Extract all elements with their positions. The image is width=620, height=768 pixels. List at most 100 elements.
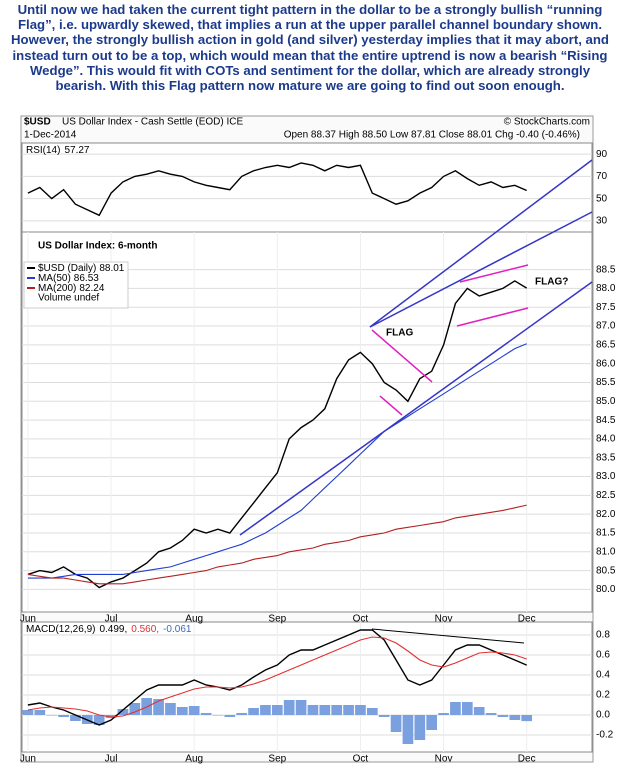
legend-name: MA(50) [38,273,71,284]
x-tick-label: Jun [20,614,36,625]
annotations [239,159,593,644]
series-line [27,343,527,579]
legend-name: $USD (Daily) [38,263,96,274]
histogram-bar [117,709,129,715]
flag-line [456,307,529,327]
date: 1-Dec-2014 [24,130,77,141]
histogram-bar [236,713,248,715]
x-tick-label: Oct [353,754,369,765]
y-tick-label: 70 [596,171,608,182]
series-line [27,280,528,589]
y-tick-label: -0.2 [596,730,614,741]
trend-line [239,281,593,536]
histogram-bar [390,715,402,732]
legend-entry: MA(50) 86.53 [38,273,99,284]
x-tick-label: Dec [518,614,536,625]
histogram-bar [260,705,271,715]
y-tick-label: 0.0 [596,710,610,721]
trend-line [369,159,593,328]
histogram-bar [165,703,176,715]
histogram-bar [248,708,259,715]
y-tick-label: 0.2 [596,690,610,701]
histogram-bar [129,703,141,715]
annotation: US Dollar Index: 6-month [38,241,157,252]
divergence-line [371,628,525,644]
macd-legend: MACD(12,26,9) 0.499, 0.560, -0.061 [26,624,192,635]
y-tick-label: 85.0 [596,396,616,407]
commentary: Until now we had taken the current tight… [11,2,609,94]
y-tick-label: 83.5 [596,452,616,463]
y-tick-label: 87.0 [596,321,616,332]
y-tick-label: 81.0 [596,546,616,557]
x-tick-label: Aug [185,614,203,625]
legend-entry: $USD (Daily) 88.01 [38,263,125,274]
y-tick-label: 80.0 [596,584,616,595]
y-tick-label: 81.5 [596,528,616,539]
histogram-bar [521,715,533,722]
y-tick-label: 0.6 [596,650,610,661]
legend-value: 0.499, [99,624,127,635]
series-line [27,504,527,585]
x-tick-label: Dec [518,754,536,765]
legend-note: Volume undef [38,293,99,304]
macd-panel [21,621,593,753]
histogram-bar [355,705,366,715]
histogram-bar [176,707,188,715]
histogram-bar [366,708,378,715]
flag-line [459,264,529,283]
legend-value: 0.560, [131,624,159,635]
histogram-bar [46,715,58,716]
y-tick-label: 30 [596,216,608,227]
y-tick-label: 0.8 [596,630,610,641]
histogram-bar [473,707,485,715]
histogram-bar [497,715,509,717]
flag-line [371,329,433,383]
histogram-bar [307,705,319,715]
legend-box [23,261,129,309]
y-tick-label: 83.0 [596,471,616,482]
histogram-bar [153,699,164,715]
flag-line [379,395,403,416]
legend-value: -0.061 [163,624,192,635]
y-tick-label: 50 [596,193,608,204]
histogram-bar [70,715,81,721]
y-tick-label: 85.5 [596,377,616,388]
legend-value: 88.01 [99,263,124,274]
histogram-bar [319,705,331,715]
series-line [27,162,527,217]
annotation: FLAG? [535,277,568,288]
y-tick-label: 82.5 [596,490,616,501]
histogram-bar [378,715,390,717]
x-tick-label: Jun [20,754,36,765]
rsi-legend: RSI(14) 57.27 [26,145,90,156]
histogram-bar [485,713,497,715]
instrument: US Dollar Index - Cash Settle (EOD) ICE [62,117,243,128]
histogram-bar [22,710,34,715]
histogram-bar [295,700,307,715]
histogram-bar [450,702,461,715]
histogram-bar [509,715,521,720]
series-line [27,629,527,726]
x-tick-label: Nov [435,614,453,625]
x-tick-label: Nov [435,754,453,765]
credit: © StockCharts.com [504,117,590,128]
x-tick-label: Jul [105,614,118,625]
symbol: $USD [24,117,51,128]
series-line [27,636,527,718]
histogram-bar [188,706,200,715]
histogram-bar [58,715,69,717]
histogram-bar [212,715,224,716]
legend-name: MA(200) [38,283,76,294]
annotation: FLAG [386,328,413,339]
histogram-bar [402,715,414,744]
y-tick-label: 87.5 [596,302,616,313]
legend-value: 82.24 [79,283,104,294]
histogram-bar [426,715,438,730]
histogram-bar [461,702,473,715]
x-tick-label: Jul [105,754,118,765]
y-tick-label: 84.0 [596,434,616,445]
legend-name: RSI(14) [26,145,60,156]
legend-name: MACD(12,26,9) [26,624,95,635]
x-tick-label: Oct [353,614,369,625]
